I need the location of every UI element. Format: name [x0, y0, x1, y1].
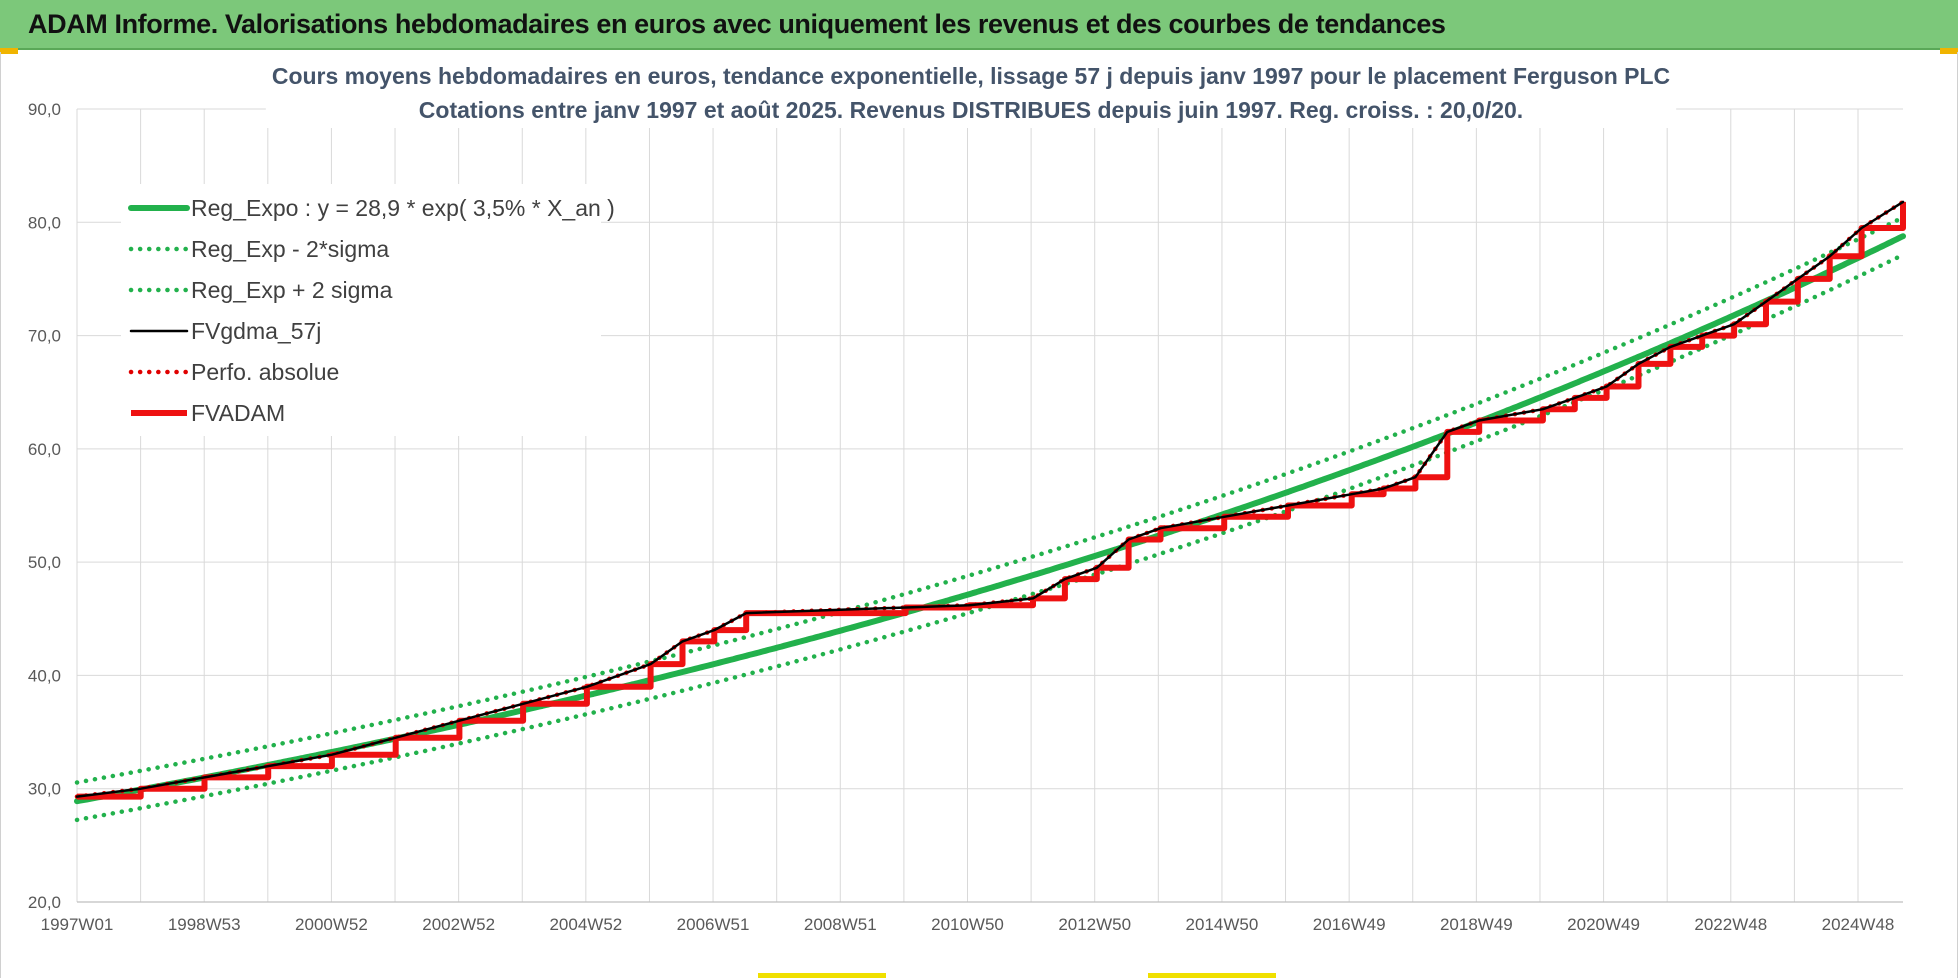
report-banner: ADAM Informe. Valorisations hebdomadaire… — [0, 0, 1958, 50]
chart-title-line-1: Cours moyens hebdomadaires en euros, ten… — [272, 63, 1670, 89]
y-tick-label: 50,0 — [28, 553, 61, 572]
x-tick-label: 2014W50 — [1186, 915, 1259, 934]
y-tick-label: 90,0 — [28, 100, 61, 119]
legend-background — [121, 184, 601, 436]
chart-title-background — [265, 62, 1677, 128]
x-tick-label: 2006W51 — [677, 915, 750, 934]
y-tick-label: 30,0 — [28, 780, 61, 799]
legend-label: Reg_Exp - 2*sigma — [191, 236, 389, 262]
y-tick-label: 20,0 — [28, 893, 61, 912]
chart-frame: 20,0 30,0 40,0 50,0 60,0 70,0 80,0 90,0 1997W01… — [0, 52, 1958, 978]
y-axis-ticks: 20,0 30,0 40,0 50,0 60,0 70,0 80,0 90,0 — [28, 100, 61, 912]
x-tick-label: 2010W50 — [931, 915, 1004, 934]
x-tick-label: 2024W48 — [1822, 915, 1895, 934]
bottom-accent-2 — [1148, 973, 1276, 978]
bottom-accent-1 — [758, 973, 886, 978]
x-tick-label: 2018W49 — [1440, 915, 1513, 934]
y-tick-label: 60,0 — [28, 440, 61, 459]
chart-legend: Reg_Expo : y = 28,9 * exp( 3,5% * X_an )… — [121, 184, 615, 436]
series-layer — [74, 199, 1906, 823]
y-tick-label: 70,0 — [28, 327, 61, 346]
x-tick-label: 2022W48 — [1694, 915, 1767, 934]
chart-title-line-2: Cotations entre janv 1997 et août 2025. … — [419, 97, 1523, 123]
line-chart: 20,0 30,0 40,0 50,0 60,0 70,0 80,0 90,0 1997W01… — [28, 62, 1906, 934]
x-tick-label: 2012W50 — [1058, 915, 1131, 934]
chart-title-block: Cours moyens hebdomadaires en euros, ten… — [265, 62, 1677, 128]
x-tick-label: 2000W52 — [295, 915, 368, 934]
report-title: ADAM Informe. Valorisations hebdomadaire… — [28, 9, 1446, 39]
corner-accent-left — [0, 48, 18, 54]
x-tick-label: 2016W49 — [1313, 915, 1386, 934]
legend-label: FVgdma_57j — [191, 318, 321, 344]
series-line-3 — [75, 200, 1905, 798]
legend-label: FVADAM — [191, 400, 285, 426]
legend-label: Reg_Exp + 2 sigma — [191, 277, 393, 303]
y-tick-label: 40,0 — [28, 666, 61, 685]
series-line-2 — [74, 215, 1906, 785]
x-tick-label: 1997W01 — [41, 915, 114, 934]
x-tick-label: 1998W53 — [168, 915, 241, 934]
x-tick-label: 2008W51 — [804, 915, 877, 934]
legend-label: Reg_Expo : y = 28,9 * exp( 3,5% * X_an ) — [191, 195, 615, 221]
x-tick-label: 2002W52 — [422, 915, 495, 934]
y-tick-label: 80,0 — [28, 213, 61, 232]
legend-label: Perfo. absolue — [191, 359, 339, 385]
x-tick-label: 2020W49 — [1567, 915, 1640, 934]
corner-accent-right — [1940, 48, 1958, 54]
x-tick-label: 2004W52 — [549, 915, 622, 934]
x-axis-ticks: 1997W01 1998W53 2000W52 2002W52 2004W52 2006W… — [41, 915, 1895, 934]
